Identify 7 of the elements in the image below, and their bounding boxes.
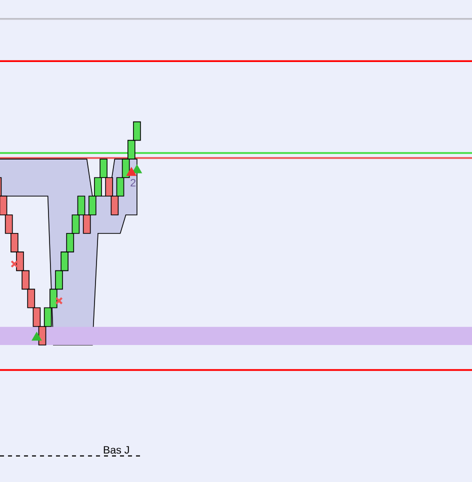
annotation: 2: [130, 178, 136, 186]
point: [32, 332, 42, 341]
point: [132, 165, 142, 174]
point: [126, 168, 136, 176]
ref-line-label: Bas J: [104, 446, 129, 454]
point: [55, 296, 63, 305]
point: [10, 260, 18, 268]
